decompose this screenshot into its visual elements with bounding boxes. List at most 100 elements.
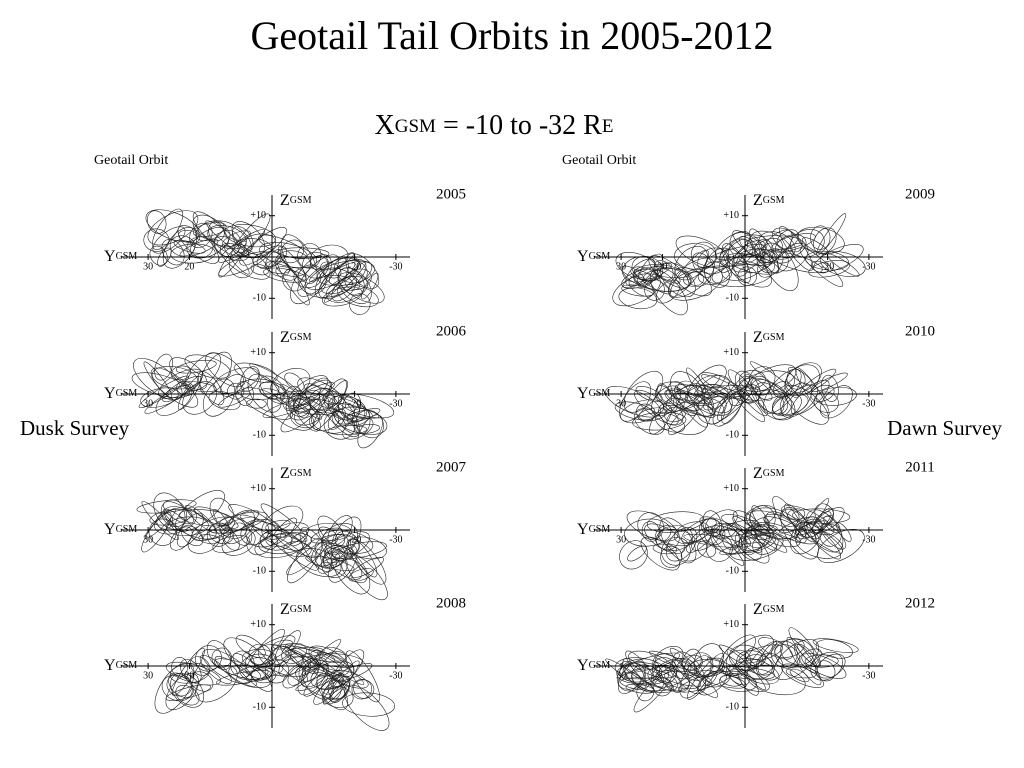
orbit: [292, 379, 333, 414]
subtitle-sub: E: [602, 116, 614, 137]
orbit: [668, 403, 700, 435]
orbit: [206, 640, 232, 670]
orbit: [718, 644, 757, 669]
orbit: [169, 662, 210, 684]
z-axis-label: ZGSM: [280, 329, 312, 346]
y-tick-label: -20: [348, 398, 361, 409]
orbit: [351, 679, 372, 700]
orbit: [152, 226, 186, 254]
orbit: [754, 530, 778, 551]
orbit: [338, 272, 385, 304]
orbit: [208, 220, 252, 257]
orbit: [813, 227, 837, 254]
orbit: [190, 226, 231, 259]
y-tick-label: 30: [616, 398, 626, 409]
orbit: [295, 666, 347, 700]
y-tick-label: 20: [184, 261, 194, 272]
orbit: [721, 514, 760, 532]
orbit: [789, 668, 810, 683]
orbit: [264, 659, 290, 684]
year-label: 2010: [905, 323, 935, 339]
z-axis-label: ZGSM: [753, 465, 785, 482]
y-tick-label: 20: [184, 670, 194, 681]
orbit: [208, 391, 241, 411]
orbit: [189, 222, 213, 248]
orbit: [705, 534, 733, 562]
orbit: [679, 655, 712, 699]
orbit: [686, 526, 713, 554]
orbit: [795, 367, 830, 417]
orbit: [674, 384, 718, 398]
orbit: [789, 229, 825, 258]
orbit: [758, 637, 793, 660]
orbit: [649, 270, 688, 316]
orbit: [801, 653, 847, 679]
orbit: [668, 381, 689, 400]
orbit: [141, 512, 172, 553]
orbit: [240, 519, 270, 546]
orbit: [140, 387, 179, 408]
orbit: [702, 665, 732, 688]
orbit: [750, 379, 788, 415]
orbit: [674, 246, 708, 281]
orbit: [749, 228, 780, 274]
y-tick-label: 30: [616, 670, 626, 681]
y-tick-label: -20: [348, 534, 361, 545]
orbit: [701, 385, 758, 398]
y-tick-label: 30: [143, 261, 153, 272]
axis-sub: GSM: [116, 524, 138, 535]
orbit: [333, 663, 373, 682]
orbit: [637, 512, 664, 540]
axis-sub: GSM: [290, 468, 312, 479]
axis-sub: GSM: [290, 604, 312, 615]
orbit: [779, 507, 800, 527]
orbit: [785, 362, 822, 393]
orbit: [765, 511, 796, 539]
orbit: [138, 375, 189, 409]
orbit: [213, 367, 260, 394]
orbit: [614, 401, 656, 421]
orbit: [640, 536, 680, 571]
orbit: [216, 670, 271, 686]
orbit: [637, 253, 664, 288]
orbit: [246, 398, 267, 409]
y-axis-label: YGSM: [104, 385, 137, 402]
y-tick-label: -20: [348, 261, 361, 272]
z-axis-label: ZGSM: [280, 465, 312, 482]
orbit: [812, 507, 845, 534]
orbit: [185, 504, 217, 534]
orbit: [223, 637, 273, 680]
orbit: [305, 385, 340, 417]
orbit: [250, 263, 269, 276]
caption: Geotail Orbit: [94, 153, 168, 168]
orbit: [323, 551, 341, 567]
orbit: [655, 670, 701, 690]
orbit: [199, 351, 232, 395]
z-axis-label: ZGSM: [280, 192, 312, 209]
orbit: [184, 352, 222, 392]
orbit: [635, 386, 663, 402]
orbit: [621, 284, 655, 297]
year-label: 2005: [436, 186, 466, 202]
orbit: [665, 390, 716, 418]
orbit: [305, 257, 360, 290]
orbit: [732, 510, 762, 536]
orbit: [778, 226, 814, 271]
z-tick-label: -10: [726, 293, 739, 304]
orbit: [619, 540, 648, 570]
orbit: [348, 568, 374, 582]
orbit: [221, 528, 240, 551]
orbit: [817, 529, 865, 563]
orbit: [319, 387, 360, 438]
orbit: [755, 653, 784, 681]
orbit: [219, 243, 271, 280]
axis-sub: GSM: [116, 251, 138, 262]
orbit: [719, 666, 775, 680]
orbit: [149, 245, 168, 266]
orbit: [819, 251, 866, 277]
orbit: [652, 543, 678, 555]
orbit: [668, 266, 723, 301]
